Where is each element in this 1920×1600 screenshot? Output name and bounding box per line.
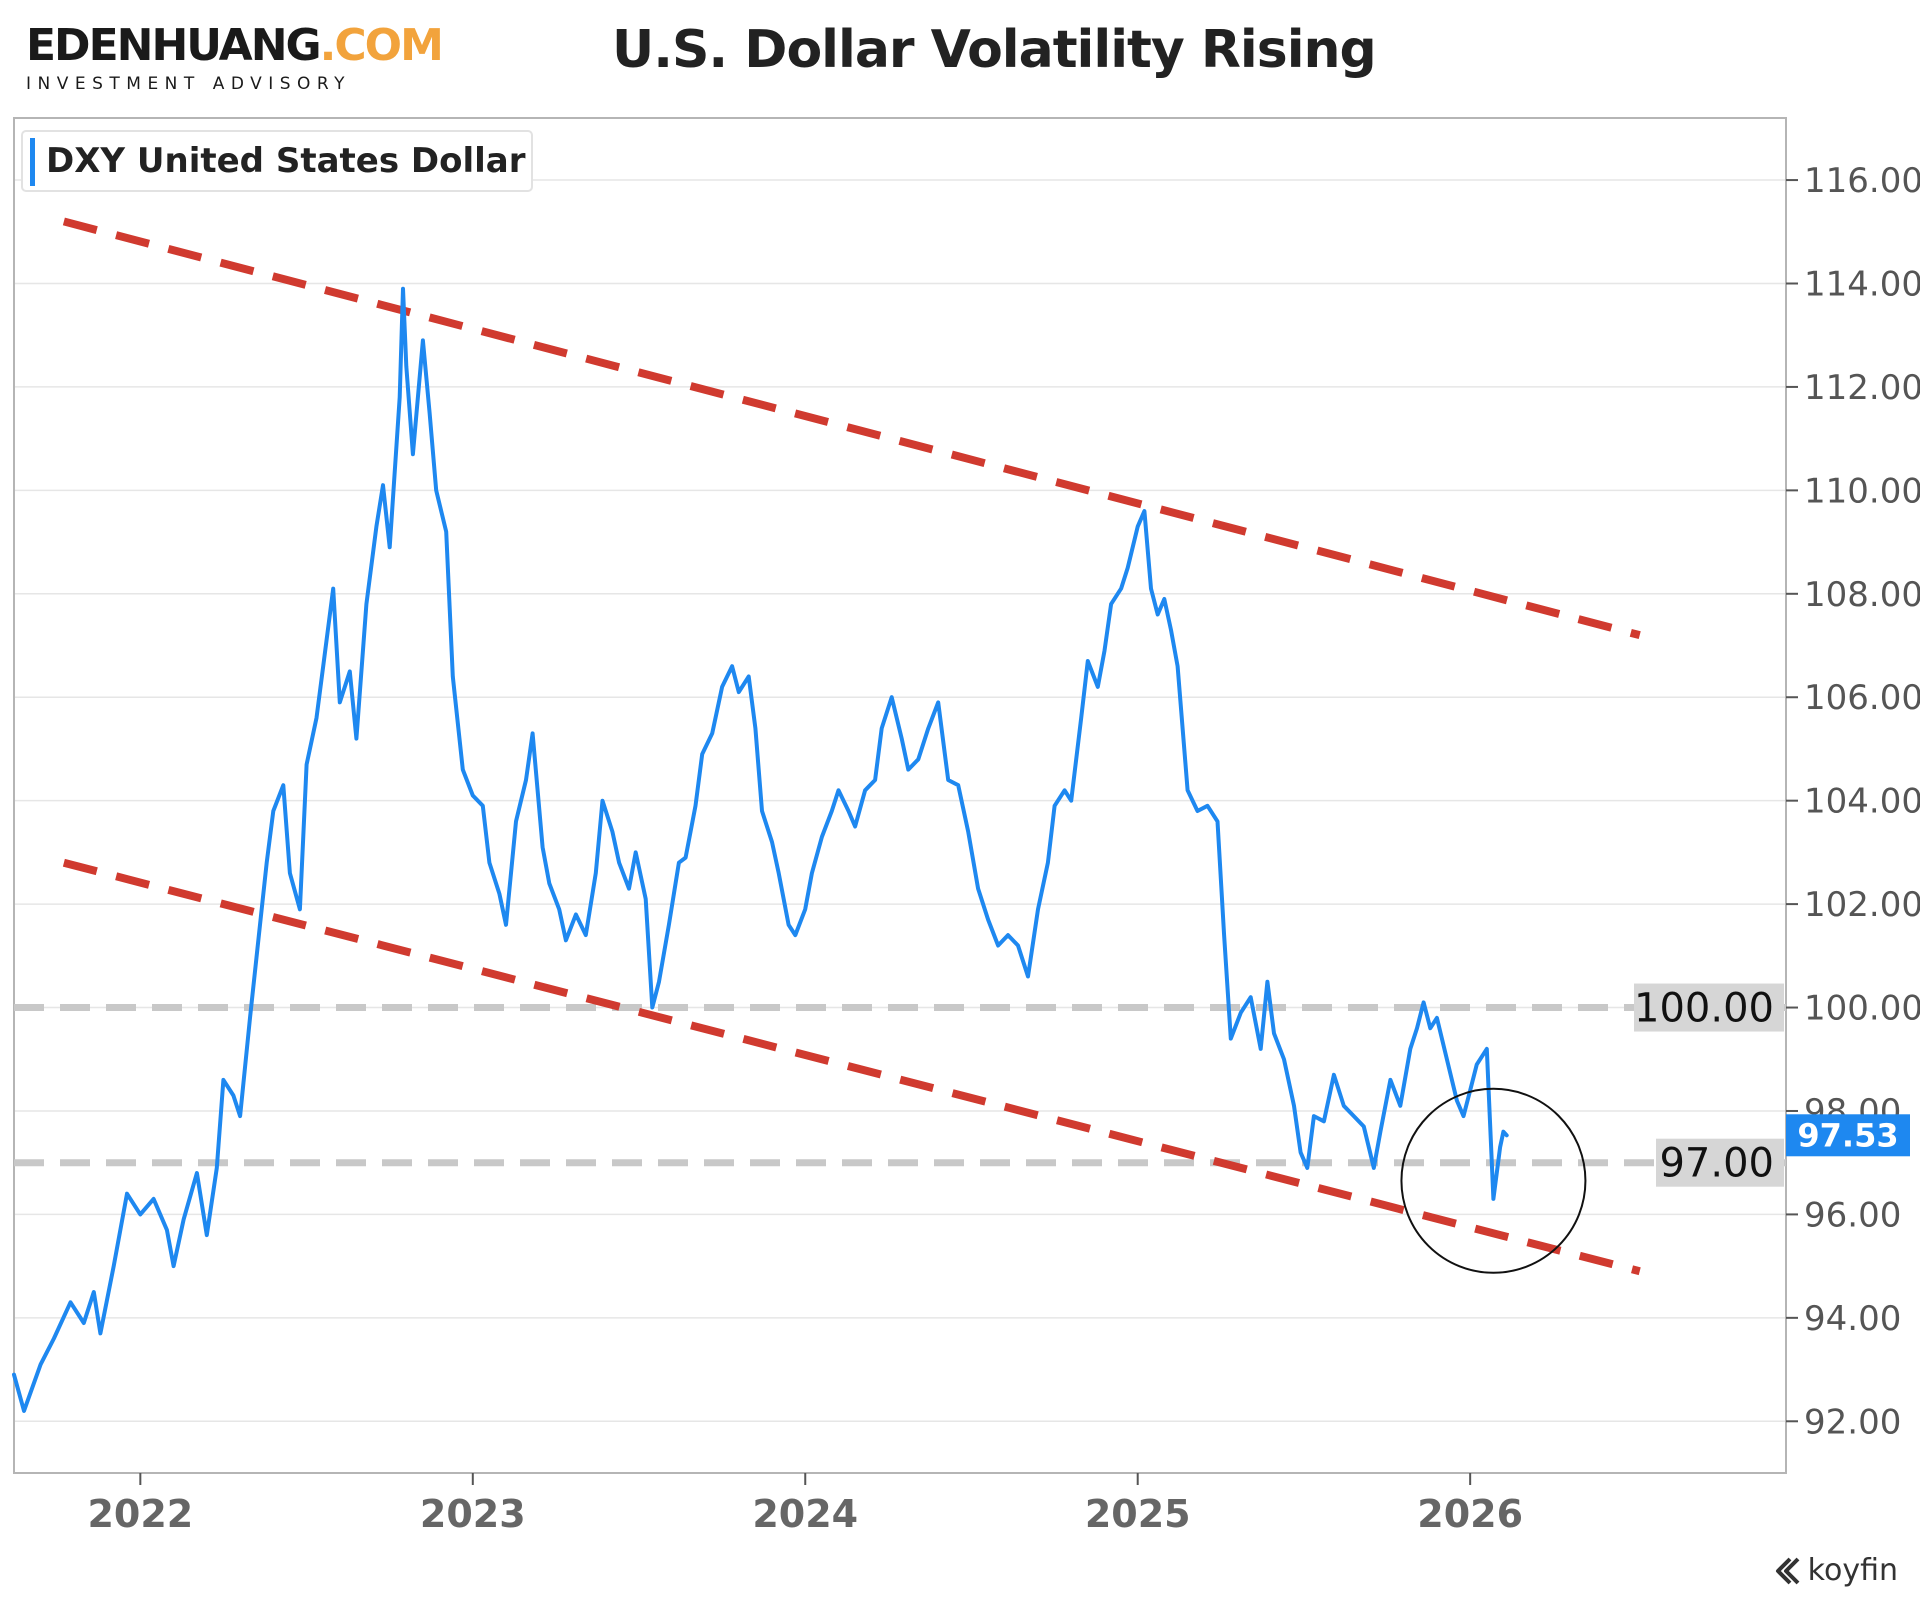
y-tick-label: 102.00 xyxy=(1804,885,1920,925)
annotation-circle xyxy=(1400,1087,1587,1274)
koyfin-logo-icon xyxy=(1775,1557,1800,1584)
x-tick-label: 2024 xyxy=(752,1492,858,1536)
koyfin-name: koyfin xyxy=(1807,1553,1898,1588)
level-label-bg xyxy=(1656,1138,1784,1187)
brand-logo: EDENHUANG.COM INVESTMENT ADVISORY xyxy=(26,20,444,95)
x-tick-label: 2025 xyxy=(1085,1492,1191,1536)
trend-lines xyxy=(62,217,1641,1276)
x-tick-label: 2022 xyxy=(87,1492,193,1536)
legend-swatch xyxy=(30,138,35,186)
brand-name-main: EDENHUANG xyxy=(26,20,322,71)
level-lines xyxy=(14,1004,1786,1167)
y-tick-label: 116.00 xyxy=(1804,161,1920,201)
plot-frame xyxy=(13,117,1787,1474)
y-tick-label: 106.00 xyxy=(1804,678,1920,718)
last-price-badge-bg xyxy=(1786,1114,1910,1157)
y-tick-label: 94.00 xyxy=(1804,1299,1901,1339)
level-label: 100.00 xyxy=(1634,986,1774,1032)
y-tick-label: 108.00 xyxy=(1804,575,1920,615)
legend-box xyxy=(21,130,533,192)
brand-tagline: INVESTMENT ADVISORY xyxy=(26,74,352,94)
y-tick-label: 104.00 xyxy=(1804,782,1920,822)
legend-label: DXY United States Dollar xyxy=(46,141,526,181)
chart-title: U.S. Dollar Volatility Rising xyxy=(612,20,1377,80)
y-tick-label: 96.00 xyxy=(1804,1195,1901,1235)
y-tick-label: 92.00 xyxy=(1804,1402,1901,1442)
y-axis: 92.0094.0096.0098.00100.00102.00104.0010… xyxy=(1786,161,1920,1442)
level-labels: 100.00 97.00 xyxy=(1634,983,1784,1187)
level-label-bg xyxy=(1634,983,1784,1032)
y-tick-label: 112.00 xyxy=(1804,368,1920,408)
koyfin-watermark: koyfin xyxy=(1772,1553,1898,1588)
x-tick-label: 2023 xyxy=(420,1492,526,1536)
y-tick-label: 114.00 xyxy=(1804,264,1920,304)
dxy-series-line xyxy=(12,286,1509,1413)
x-axis: 2022 2023 2024 2025 2026 xyxy=(87,1473,1523,1536)
last-price-badge: 97.53 xyxy=(1786,1114,1910,1157)
grid-lines xyxy=(14,179,1786,1423)
trend-line-lower-support xyxy=(62,858,1641,1276)
y-tick-label: 110.00 xyxy=(1804,471,1920,511)
last-price-label: 97.53 xyxy=(1797,1116,1898,1154)
level-label: 97.00 xyxy=(1659,1141,1774,1187)
brand-name: EDENHUANG.COM xyxy=(26,20,444,71)
x-tick-label: 2026 xyxy=(1417,1492,1523,1536)
brand-name-accent: .COM xyxy=(319,20,444,71)
legend: DXY United States Dollar xyxy=(21,130,533,192)
y-tick-label: 100.00 xyxy=(1804,989,1920,1029)
trend-line-upper-resistance xyxy=(62,217,1641,640)
